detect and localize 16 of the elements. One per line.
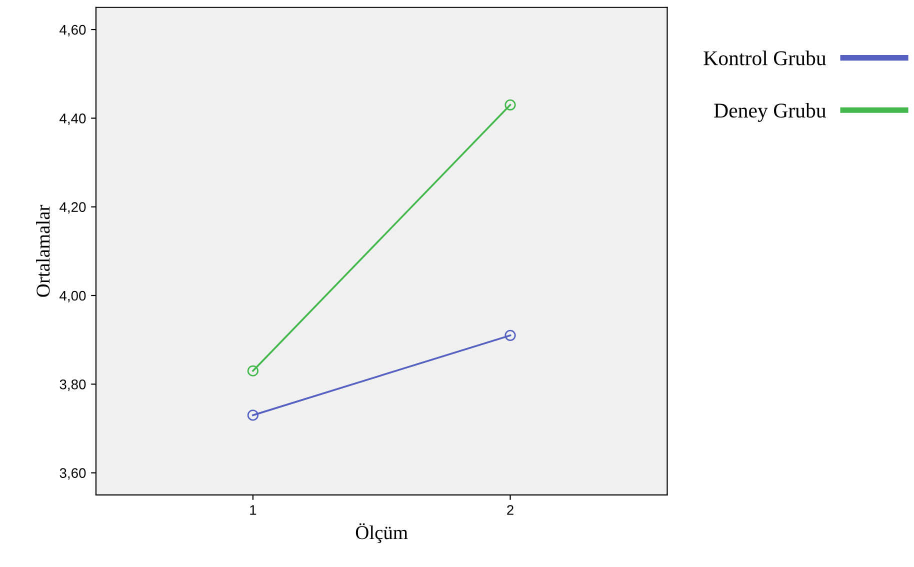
y-tick-label: 4,20 <box>60 202 86 214</box>
y-tick-label: 3,60 <box>60 468 86 480</box>
y-axis-title: Ortalamalar <box>36 204 50 297</box>
point <box>504 99 516 110</box>
y-tick-label: 3,80 <box>60 380 86 391</box>
legend-label: Deney Grubu <box>714 102 826 122</box>
y-tick-label: 4,00 <box>60 290 86 302</box>
x-tick-label: 1 <box>250 505 256 515</box>
point <box>247 365 258 376</box>
x-tick-label: 2 <box>507 505 514 515</box>
point <box>504 330 516 341</box>
y-tick-label: 4,60 <box>60 24 86 36</box>
point <box>247 410 258 421</box>
x-axis-title: Ölçüm <box>356 523 408 544</box>
legend-label: Kontrol Grubu <box>704 50 826 66</box>
y-tick-label: 4,40 <box>60 114 86 126</box>
